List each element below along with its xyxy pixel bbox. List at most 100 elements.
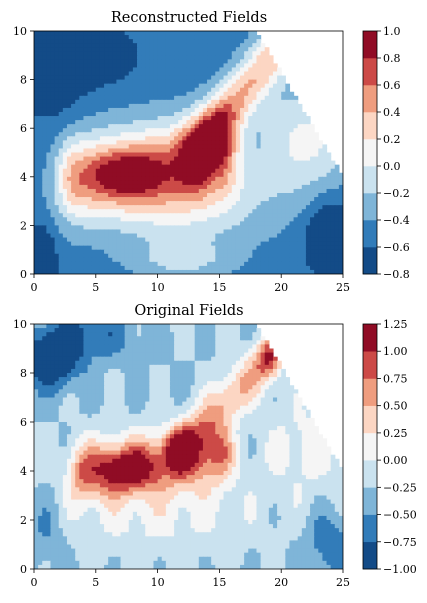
contour-cell (145, 157, 150, 162)
contour-cell (141, 234, 146, 239)
contour-cell (158, 357, 163, 362)
contour-cell (244, 262, 249, 267)
contour-cell (116, 266, 121, 271)
contour-cell (100, 140, 105, 145)
contour-cell (42, 88, 47, 93)
contour-cell (162, 377, 167, 382)
contour-cell (63, 365, 68, 370)
contour-cell (256, 51, 261, 56)
contour-cell (215, 92, 220, 97)
contour-cell (63, 377, 68, 382)
contour-cell (88, 43, 93, 48)
contour-cell (75, 205, 80, 210)
contour-cell (129, 148, 134, 153)
contour-cell (34, 84, 39, 89)
contour-cell (141, 153, 146, 158)
contour-cell (149, 221, 154, 226)
contour-cell (302, 242, 307, 247)
contour-cell (178, 128, 183, 133)
contour-cell (67, 43, 72, 48)
contour-cell (211, 120, 216, 125)
contour-cell (125, 373, 130, 378)
contour-cell (331, 266, 336, 271)
contour-cell (67, 92, 72, 97)
contour-cell (162, 165, 167, 170)
contour-cell (289, 169, 294, 174)
contour-cell (67, 67, 72, 72)
contour-cell (141, 324, 146, 329)
contour-cell (285, 217, 290, 222)
contour-cell (112, 51, 117, 56)
contour-cell (199, 250, 204, 255)
contour-cell (75, 124, 80, 129)
contour-cell (310, 197, 315, 202)
contour-cell (211, 39, 216, 44)
contour-cell (199, 361, 204, 366)
contour-cell (211, 238, 216, 243)
contour-cell (261, 266, 266, 271)
contour-cell (71, 357, 76, 362)
contour-cell (158, 47, 163, 52)
contour-cell (322, 181, 327, 186)
contour-cell (162, 67, 167, 72)
contour-cell (63, 266, 68, 271)
contour-cell (137, 242, 142, 247)
contour-cell (125, 88, 130, 93)
contour-cell (112, 157, 117, 162)
contour-cell (228, 193, 233, 198)
contour-cell (50, 377, 55, 382)
contour-cell (46, 189, 51, 194)
contour-cell (199, 242, 204, 247)
contour-cell (224, 234, 229, 239)
contour-cell (186, 67, 191, 72)
contour-cell (158, 67, 163, 72)
contour-cell (141, 336, 146, 341)
contour-cell (182, 221, 187, 226)
contour-cell (121, 221, 126, 226)
contour-cell (92, 365, 97, 370)
contour-cell (63, 76, 68, 81)
contour-cell (207, 209, 212, 214)
contour-cell (219, 242, 224, 247)
contour-cell (83, 361, 88, 366)
contour-cell (178, 116, 183, 121)
contour-cell (116, 349, 121, 354)
contour-cell (174, 234, 179, 239)
contour-cell (294, 234, 299, 239)
contour-cell (50, 116, 55, 121)
contour-cell (256, 225, 261, 230)
contour-cell (199, 39, 204, 44)
contour-cell (153, 140, 158, 145)
contour-cell (67, 365, 72, 370)
contour-cell (273, 369, 278, 374)
contour-cell (240, 225, 245, 230)
contour-cell (121, 229, 126, 234)
contour-cell (306, 140, 311, 145)
contour-cell (158, 181, 163, 186)
contour-cell (145, 217, 150, 222)
contour-cell (83, 173, 88, 178)
contour-cell (121, 96, 126, 101)
contour-cell (104, 104, 109, 109)
contour-cell (331, 161, 336, 166)
contour-cell (46, 197, 51, 202)
contour-cell (191, 373, 196, 378)
contour-cell (116, 332, 121, 337)
contour-cell (100, 258, 105, 263)
contour-cell (63, 254, 68, 259)
contour-cell (125, 225, 130, 230)
contour-cell (294, 177, 299, 182)
contour-cell (182, 165, 187, 170)
contour-cell (38, 108, 43, 113)
contour-cell (153, 332, 158, 337)
contour-cell (256, 35, 261, 40)
contour-cell (50, 340, 55, 345)
contour-cell (215, 84, 220, 89)
contour-cell (174, 80, 179, 85)
contour-cell (211, 55, 216, 60)
contour-cell (294, 104, 299, 109)
contour-cell (269, 108, 274, 113)
contour-cell (219, 92, 224, 97)
contour-cell (38, 59, 43, 64)
contour-cell (273, 262, 278, 267)
